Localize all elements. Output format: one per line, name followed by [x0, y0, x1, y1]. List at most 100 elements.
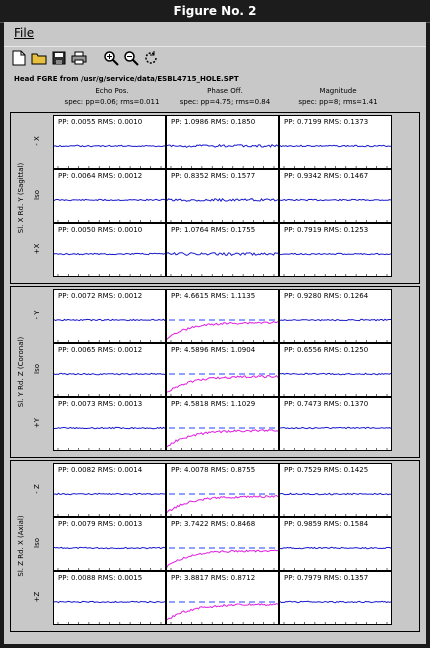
plot-area: [54, 252, 165, 276]
new-file-button[interactable]: [10, 49, 28, 67]
plot-group: Sl. Z Rd. X (Axial) - Z PP: 0.0082 RMS: 0.…: [10, 460, 420, 632]
signal-trace: [54, 318, 165, 322]
print-button[interactable]: [70, 49, 88, 67]
plot-group: Sl. Y Rd. Z (Coronal) - Y PP: 0.0072 RMS: …: [10, 286, 420, 458]
column-title-phase: Phase Off.: [207, 87, 243, 95]
plot-area: [54, 372, 165, 396]
plot-cell: PP: 0.0064 RMS: 0.0012: [53, 169, 166, 223]
zoom-in-icon: [104, 51, 119, 66]
plot-stats-label: PP: 0.6556 RMS: 0.1250: [284, 346, 369, 354]
plot-area: [280, 492, 391, 516]
plot-cell: PP: 0.0079 RMS: 0.0013: [53, 517, 166, 571]
plot-stats-label: PP: 0.0082 RMS: 0.0014: [58, 466, 143, 474]
plot-cell: PP: 0.7529 RMS: 0.1425: [279, 463, 392, 517]
plot-area: [167, 373, 278, 396]
signal-trace: [54, 252, 165, 256]
row-label: Iso: [33, 364, 41, 374]
plot-stats-label: PP: 0.9342 RMS: 0.1467: [284, 172, 369, 180]
plot-stats-label: PP: 0.7199 RMS: 0.1373: [284, 118, 369, 126]
signal-trace: [54, 546, 165, 550]
plot-area: [280, 546, 391, 570]
open-folder-icon: [31, 53, 47, 65]
plot-cell: PP: 0.0065 RMS: 0.0012: [53, 343, 166, 397]
plot-area: [167, 197, 278, 222]
signal-trace: [280, 600, 391, 604]
plot-stats-label: PP: 0.0088 RMS: 0.0015: [58, 574, 143, 582]
plot-stats-label: PP: 4.5896 RMS: 1.0904: [171, 346, 256, 354]
zoom-in-button[interactable]: [102, 49, 120, 67]
column-spec-magnitude: spec: pp=8; rms=1.41: [298, 98, 378, 106]
print-icon: [71, 51, 87, 65]
plot-stats-label: PP: 4.5818 RMS: 1.1029: [171, 400, 256, 408]
zoom-out-button[interactable]: [122, 49, 140, 67]
plot-cell: PP: 0.0088 RMS: 0.0015: [53, 571, 166, 625]
plot-cell: PP: 0.6556 RMS: 0.1250: [279, 343, 392, 397]
row-label: - Y: [33, 310, 41, 320]
plot-cell: PP: 0.9342 RMS: 0.1467: [279, 169, 392, 223]
plot-stats-label: PP: 0.7979 RMS: 0.1357: [284, 574, 369, 582]
plot-area: [280, 144, 391, 168]
figure-header: Head FGRE from /usr/g/service/data/ESBL4…: [14, 75, 239, 83]
column-title-echo: Echo Pos.: [95, 87, 129, 95]
plot-area: [167, 427, 278, 450]
plot-stats-label: PP: 0.9859 RMS: 0.1584: [284, 520, 369, 528]
plot-area: [54, 492, 165, 516]
plot-stats-label: PP: 1.0986 RMS: 0.1850: [171, 118, 256, 126]
plot-area: [167, 493, 278, 516]
rotate-button[interactable]: [142, 49, 160, 67]
column-title-magnitude: Magnitude: [319, 87, 357, 95]
row-label: Iso: [33, 538, 41, 548]
signal-trace: [280, 318, 391, 322]
signal-trace: [54, 600, 165, 604]
plot-area: [54, 426, 165, 450]
plot-stats-label: PP: 0.8352 RMS: 0.1577: [171, 172, 256, 180]
plot-cell: PP: 0.7199 RMS: 0.1373: [279, 115, 392, 169]
save-button[interactable]: [50, 49, 68, 67]
open-button[interactable]: [30, 49, 48, 67]
plot-cell: PP: 4.6615 RMS: 1.1135: [166, 289, 279, 343]
row-label: Iso: [33, 190, 41, 200]
signal-trace: [280, 426, 391, 430]
plot-area: [54, 546, 165, 570]
plot-stats-label: PP: 0.7529 RMS: 0.1425: [284, 466, 369, 474]
plot-stats-label: PP: 0.0055 RMS: 0.0010: [58, 118, 143, 126]
plot-stats-label: PP: 4.0078 RMS: 0.8755: [171, 466, 256, 474]
plot-stats-label: PP: 0.7473 RMS: 0.1370: [284, 400, 369, 408]
signal-trace: [54, 144, 165, 148]
plot-area: [54, 318, 165, 342]
signal-trace: [167, 197, 278, 203]
plot-area: [167, 143, 278, 168]
plot-cell: PP: 0.0072 RMS: 0.0012: [53, 289, 166, 343]
plot-cell: PP: 3.7422 RMS: 0.8468: [166, 517, 279, 571]
menu-file[interactable]: File: [14, 26, 35, 40]
plot-stats-label: PP: 0.0079 RMS: 0.0013: [58, 520, 143, 528]
signal-trace: [54, 426, 165, 430]
plot-cell: PP: 1.0986 RMS: 0.1850: [166, 115, 279, 169]
plot-stats-label: PP: 0.0050 RMS: 0.0010: [58, 226, 143, 234]
plot-cell: PP: 0.0055 RMS: 0.0010: [53, 115, 166, 169]
plot-area: [54, 144, 165, 168]
phase-offset-trace: [167, 603, 278, 621]
plot-cell: PP: 0.7919 RMS: 0.1253: [279, 223, 392, 277]
window-title: Figure No. 2: [173, 4, 257, 18]
title-bar[interactable]: Figure No. 2: [0, 0, 430, 23]
plot-area: [280, 252, 391, 276]
signal-trace: [280, 372, 391, 376]
plot-area: [167, 601, 278, 624]
toolbar: [4, 46, 426, 70]
plot-cell: PP: 0.0050 RMS: 0.0010: [53, 223, 166, 277]
plot-cell: PP: 0.7979 RMS: 0.1357: [279, 571, 392, 625]
phase-offset-trace: [167, 374, 278, 393]
plot-group: Sl. X Rd. Y (Sagittal) - X PP: 0.0055 RMS:…: [10, 112, 420, 284]
signal-trace: [54, 198, 165, 202]
plot-stats-label: PP: 0.9280 RMS: 0.1264: [284, 292, 369, 300]
plot-stats-label: PP: 0.0073 RMS: 0.0013: [58, 400, 143, 408]
phase-offset-trace: [167, 494, 278, 513]
plot-cell: PP: 0.7473 RMS: 0.1370: [279, 397, 392, 451]
signal-trace: [280, 144, 391, 148]
row-label: - X: [33, 136, 41, 146]
signal-trace: [280, 546, 391, 550]
signal-trace: [280, 198, 391, 202]
row-label: +Z: [33, 591, 41, 603]
plot-cell: PP: 0.0082 RMS: 0.0014: [53, 463, 166, 517]
